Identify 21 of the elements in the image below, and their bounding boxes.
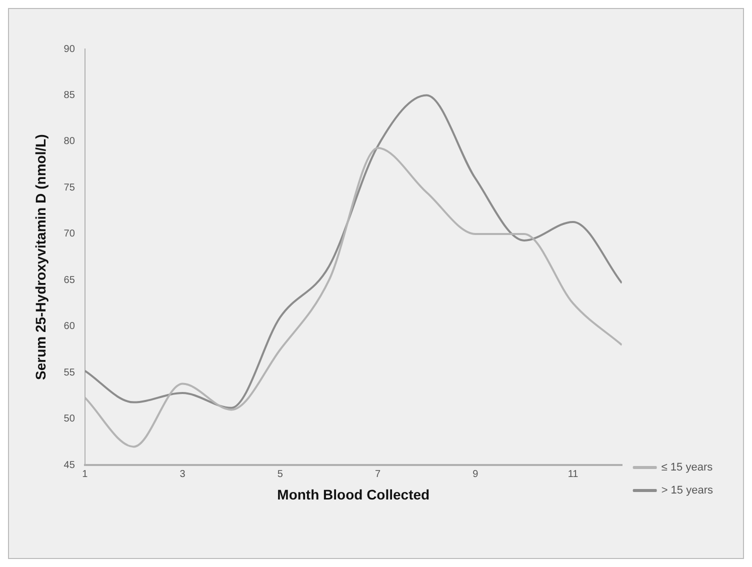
y-tick-label: 75: [64, 182, 76, 194]
line-series: [84, 94, 622, 409]
x-tick-label: 7: [375, 468, 381, 480]
x-tick-label: 1: [82, 468, 88, 480]
y-tick-label: 55: [64, 367, 76, 378]
y-tick-label: 60: [64, 321, 76, 332]
x-tick-label: 11: [568, 468, 579, 480]
y-tick-label: 50: [64, 414, 76, 425]
y-tick-label: 70: [64, 228, 76, 240]
y-tick-label: 80: [64, 136, 76, 148]
y-tick-label: 85: [64, 90, 76, 101]
y-tick-label: 45: [64, 460, 76, 471]
y-axis-title: Serum 25-Hydroxyvitamin D (nmol/L): [32, 134, 48, 380]
x-axis-title: Month Blood Collected: [277, 486, 430, 502]
x-tick-label: 5: [277, 468, 284, 480]
y-tick-label: 65: [64, 274, 76, 286]
legend-label: ≤ 15 years: [661, 462, 714, 474]
x-tick-label: 9: [472, 468, 479, 480]
y-tick-label: 90: [64, 44, 76, 55]
legend-label: > 15 years: [661, 484, 714, 497]
x-tick-label: 3: [180, 468, 186, 480]
